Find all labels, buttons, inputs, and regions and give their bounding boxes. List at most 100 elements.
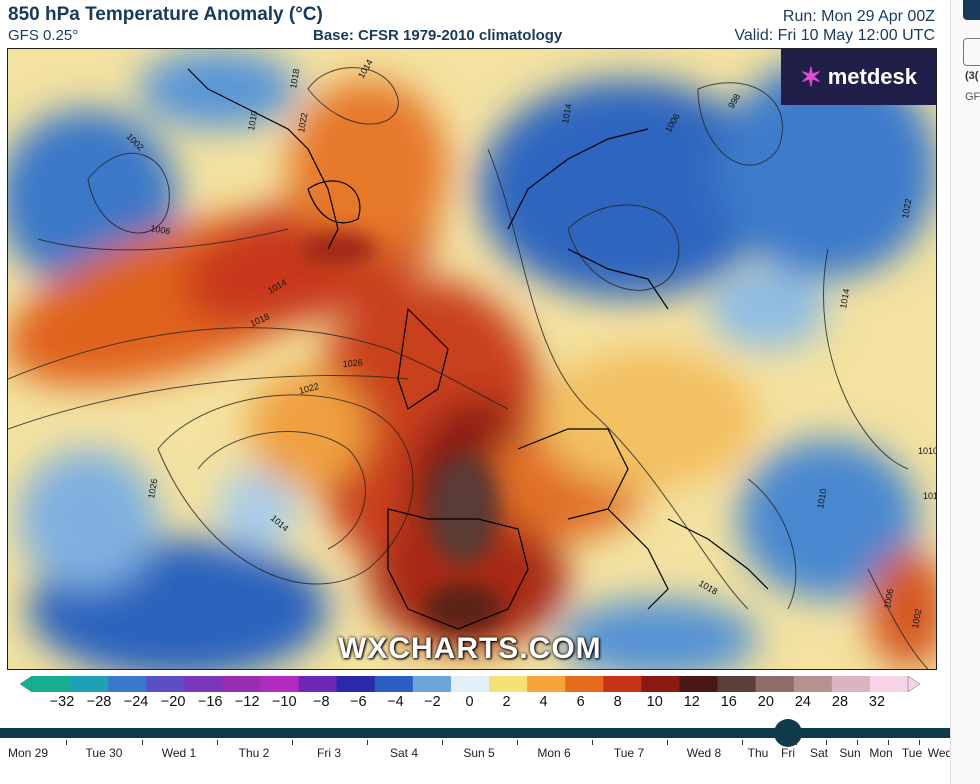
- colorbar-label: 16: [720, 694, 737, 710]
- colorbar-max-arrow: [907, 675, 920, 693]
- anomaly-map[interactable]: 1002 1006 1014 1018 1022 1026 1010 1018 1022 1014…: [7, 48, 937, 670]
- colorbar-label: 12: [683, 694, 700, 710]
- colorbar-label: 8: [613, 694, 622, 710]
- colorbar-labels: −32 −28 −24 −20 −16 −12 −10 −8 −6 −4 −2 0 2 4 6 8 10 12 16…: [0, 694, 950, 714]
- timeline-tick: [442, 740, 443, 745]
- colorbar-swatch: [755, 676, 795, 692]
- wxcharts-watermark: WXCHARTS.COM: [338, 632, 602, 665]
- colorbar-swatch: [717, 676, 757, 692]
- timeline-day[interactable]: Mon 6: [537, 746, 571, 760]
- colorbar-swatch: [374, 676, 414, 692]
- isobar-label: 1014: [838, 288, 851, 309]
- colorbar-label: −32: [49, 694, 75, 710]
- isobar-label: 1010: [918, 446, 936, 456]
- colorbar-label: 20: [757, 694, 774, 710]
- colorbar-label: −2: [424, 694, 441, 710]
- timeline-track[interactable]: [0, 728, 950, 738]
- timeline-tick: [292, 740, 293, 745]
- timeline-day[interactable]: Fri 3: [317, 746, 341, 760]
- colorbar-label: −20: [160, 694, 186, 710]
- timeline-day[interactable]: Tue 7: [613, 746, 645, 760]
- colorbar-swatch: [222, 676, 262, 692]
- timeline-day[interactable]: Sun 5: [463, 746, 495, 760]
- timeline-day[interactable]: Mon 29: [7, 746, 49, 760]
- timeline-tick: [796, 740, 797, 745]
- isobar-label: 1026: [342, 357, 363, 369]
- colorbar-label: 10: [646, 694, 663, 710]
- colorbar-label: 0: [465, 694, 474, 710]
- isobar-label: 1014: [923, 491, 936, 501]
- timeline-day[interactable]: Mon: [869, 746, 893, 760]
- timeline-tick: [888, 740, 889, 745]
- isobar-label: 1010: [246, 110, 259, 131]
- climatology-base: Base: CFSR 1979-2010 climatology: [313, 27, 563, 44]
- isobar-label: 1006: [150, 223, 171, 236]
- timeline-tick: [857, 740, 858, 745]
- isobar-label: 1022: [296, 112, 309, 133]
- isobar-label: 1014: [560, 103, 573, 124]
- timeline-day[interactable]: Sun: [839, 746, 861, 760]
- timeline-day[interactable]: Thu 2: [238, 746, 270, 760]
- timeline-tick: [592, 740, 593, 745]
- colorbar-label: −24: [123, 694, 149, 710]
- timeline-tick: [667, 740, 668, 745]
- colorbar-swatch: [184, 676, 223, 692]
- isobar-label: 1022: [900, 198, 913, 219]
- valid-time: Valid: Fri 10 May 12:00 UTC: [734, 27, 935, 44]
- timeline-tick: [826, 740, 827, 745]
- panel-button-secondary[interactable]: [963, 38, 980, 66]
- colorbar-swatch: [298, 676, 338, 692]
- timeline-day[interactable]: Tue: [901, 746, 923, 760]
- timeline-day[interactable]: Sat: [809, 746, 829, 760]
- colorbar-swatch: [793, 676, 833, 692]
- colorbar-swatch: [641, 676, 680, 692]
- colorbar-swatch: [412, 676, 452, 692]
- timeline-tick: [217, 740, 218, 745]
- timeline-slider-handle[interactable]: [774, 719, 802, 747]
- map-title: 850 hPa Temperature Anomaly (°C): [8, 4, 323, 25]
- timeline-day[interactable]: Thu: [747, 746, 769, 760]
- colorbar-swatch: [260, 676, 300, 692]
- timeline-day[interactable]: Sat 4: [389, 746, 419, 760]
- colorbar-label: −10: [271, 694, 297, 710]
- colorbar-swatch: [146, 676, 185, 692]
- isobar-label: 1026: [146, 478, 159, 499]
- map-canvas: 1002100610141018102210261010101810221014…: [8, 49, 936, 669]
- colorbar-label: −4: [387, 694, 404, 710]
- colorbar-label: −12: [234, 694, 260, 710]
- model-label: GFS 0.25°: [8, 27, 79, 44]
- colorbar-label: 6: [576, 694, 585, 710]
- timeline-tick: [517, 740, 518, 745]
- timeline-day[interactable]: Wed 1: [161, 746, 197, 760]
- panel-text-2: GF: [965, 91, 980, 103]
- colorbar-swatch: [32, 676, 71, 692]
- colorbar-swatch: [336, 676, 376, 692]
- timeline-tick: [142, 740, 143, 745]
- panel-button-primary[interactable]: [963, 0, 980, 20]
- isobar-label: 1010: [815, 488, 828, 509]
- colorbar-swatch: [603, 676, 642, 692]
- colorbar-label: 4: [539, 694, 548, 710]
- colorbar-label: −8: [313, 694, 330, 710]
- colorbar-label: 24: [794, 694, 811, 710]
- timeline-days: Mon 29 Tue 30 Wed 1 Thu 2 Fri 3 Sat 4 Sun 5 Mon…: [0, 746, 953, 766]
- panel-text-1: (3(: [965, 70, 979, 82]
- right-panel: (3( GF: [950, 0, 980, 784]
- colorbar-label: −6: [350, 694, 367, 710]
- run-time: Run: Mon 29 Apr 00Z: [782, 8, 935, 25]
- timeline-tick: [919, 740, 920, 745]
- colorbar-swatch: [565, 676, 604, 692]
- metdesk-logo: ✶ metdesk: [781, 49, 936, 105]
- timeline-tick: [742, 740, 743, 745]
- colorbar-min-arrow: [20, 675, 33, 693]
- timeline-day[interactable]: Fri: [781, 746, 795, 760]
- colorbar-swatch: [489, 676, 528, 692]
- colorbar-label: 28: [831, 694, 849, 710]
- colorbar-swatch: [869, 676, 909, 692]
- timeline-day[interactable]: Wed: [927, 746, 953, 760]
- isobar-label: 1006: [882, 588, 895, 609]
- colorbar-swatch: [450, 676, 490, 692]
- timeline-day[interactable]: Wed 8: [686, 746, 722, 760]
- anomaly-colorbar: [20, 675, 920, 693]
- timeline-day[interactable]: Tue 30: [85, 746, 123, 760]
